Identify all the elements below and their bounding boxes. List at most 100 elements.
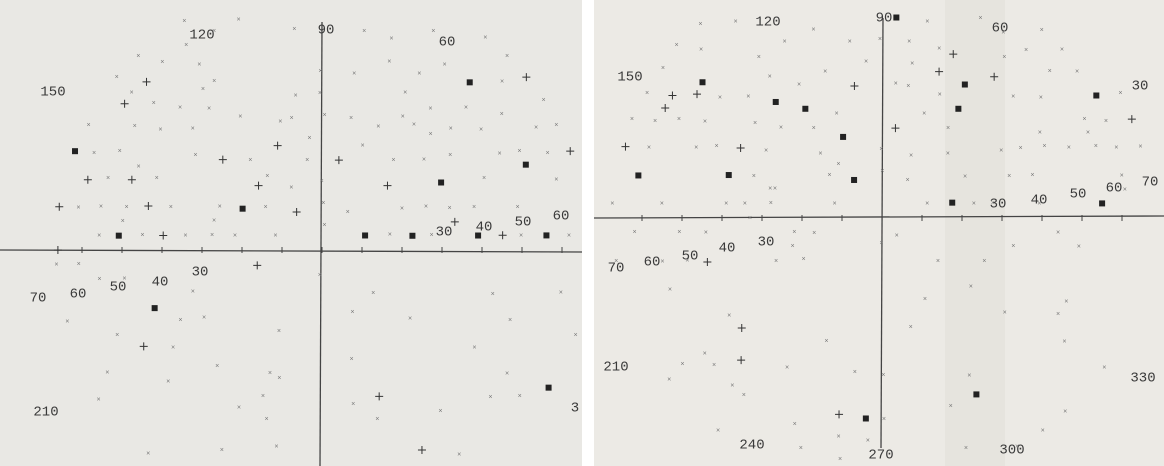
cross-mark: × — [178, 317, 182, 325]
square-mark — [546, 385, 552, 391]
cross-mark: × — [925, 18, 929, 26]
cross-mark: × — [712, 362, 716, 370]
cross-mark: × — [818, 150, 822, 158]
cross-mark: × — [792, 229, 796, 237]
cross-mark: × — [727, 313, 731, 321]
cross-mark: × — [318, 68, 322, 76]
cross-mark: × — [184, 42, 188, 50]
cross-mark: × — [946, 125, 950, 133]
cross-mark: × — [972, 201, 976, 209]
cross-mark: × — [938, 92, 942, 100]
cross-mark: × — [1082, 116, 1086, 124]
square-mark — [802, 106, 808, 112]
cross-mark: × — [864, 59, 868, 67]
cross-mark: × — [963, 174, 967, 182]
cross-mark: × — [554, 177, 558, 185]
angle-label: 150 — [40, 85, 65, 101]
cross-mark: × — [158, 126, 162, 134]
cross-mark: × — [1123, 186, 1127, 194]
cross-mark: × — [703, 351, 707, 359]
cross-mark: × — [202, 314, 206, 322]
radial-label: 50 — [682, 249, 699, 265]
cross-mark: × — [86, 122, 90, 130]
cross-mark: × — [677, 116, 681, 124]
cross-mark: × — [238, 113, 242, 121]
cross-mark: × — [716, 427, 720, 435]
square-mark — [1099, 200, 1105, 206]
cross-mark: × — [768, 186, 772, 194]
angle-label: 60 — [439, 35, 456, 51]
cross-mark: × — [389, 36, 393, 44]
cross-mark: × — [472, 345, 476, 353]
cross-mark: × — [140, 232, 144, 240]
cross-mark: × — [290, 115, 294, 123]
cross-mark: × — [668, 287, 672, 295]
cross-mark: × — [350, 309, 354, 317]
cross-mark: × — [982, 258, 986, 266]
radial-label: 40 — [719, 241, 736, 257]
cross-mark: × — [92, 150, 96, 158]
cross-mark: × — [1007, 173, 1011, 181]
cross-mark: × — [748, 215, 752, 223]
cross-mark: × — [1102, 365, 1106, 373]
cross-mark: × — [559, 289, 563, 297]
cross-mark: × — [743, 201, 747, 209]
cross-mark: × — [1048, 68, 1052, 76]
cross-mark: × — [210, 232, 214, 240]
cross-mark: × — [129, 89, 133, 97]
cross-mark: × — [1041, 427, 1045, 435]
radial-label: 50 — [515, 215, 532, 231]
cross-mark: × — [660, 200, 664, 208]
radial-label: 30 — [192, 265, 209, 281]
cross-mark: × — [718, 94, 722, 102]
cross-mark: × — [802, 256, 806, 264]
square-mark — [955, 106, 961, 112]
square-mark — [475, 233, 481, 239]
cross-mark: × — [1015, 444, 1019, 452]
cross-mark: × — [508, 317, 512, 325]
cross-mark: × — [730, 383, 734, 391]
square-mark — [635, 172, 641, 178]
cross-mark: × — [54, 261, 58, 269]
cross-mark: × — [500, 111, 504, 119]
cross-mark: × — [248, 157, 252, 165]
cross-mark: × — [215, 363, 219, 371]
cross-mark: × — [479, 126, 483, 134]
cross-mark: × — [171, 345, 175, 353]
cross-mark: × — [346, 209, 350, 217]
cross-mark: × — [273, 232, 277, 240]
cross-mark: × — [491, 291, 495, 299]
cross-mark: × — [610, 200, 614, 208]
cross-mark: × — [218, 204, 222, 212]
cross-mark: × — [779, 125, 783, 133]
cross-mark: × — [169, 204, 173, 212]
square-mark — [1093, 93, 1099, 99]
cross-mark: × — [428, 106, 432, 114]
square-mark — [973, 391, 979, 397]
angle-label: 240 — [739, 438, 764, 454]
cross-mark: × — [447, 205, 451, 213]
cross-mark: × — [237, 404, 241, 412]
cross-mark: × — [633, 229, 637, 237]
cross-mark: × — [1037, 200, 1041, 208]
cross-mark: × — [1038, 130, 1042, 138]
square-mark — [863, 415, 869, 421]
cross-mark: × — [1094, 143, 1098, 151]
cross-mark: × — [1063, 409, 1067, 417]
cross-mark: × — [647, 145, 651, 153]
cross-mark: × — [412, 122, 416, 130]
cross-mark: × — [785, 365, 789, 373]
cross-mark: × — [774, 258, 778, 266]
cross-mark: × — [519, 233, 523, 241]
cross-mark: × — [178, 105, 182, 113]
cross-mark: × — [969, 284, 973, 292]
cross-mark: × — [991, 200, 995, 208]
cross-mark: × — [894, 81, 898, 89]
cross-mark: × — [1056, 230, 1060, 238]
cross-mark: × — [105, 369, 109, 377]
angle-label: 60 — [992, 21, 1009, 37]
cross-mark: × — [734, 18, 738, 26]
cross-mark: × — [614, 258, 618, 266]
cross-mark: × — [910, 61, 914, 69]
cross-mark: × — [351, 401, 355, 409]
